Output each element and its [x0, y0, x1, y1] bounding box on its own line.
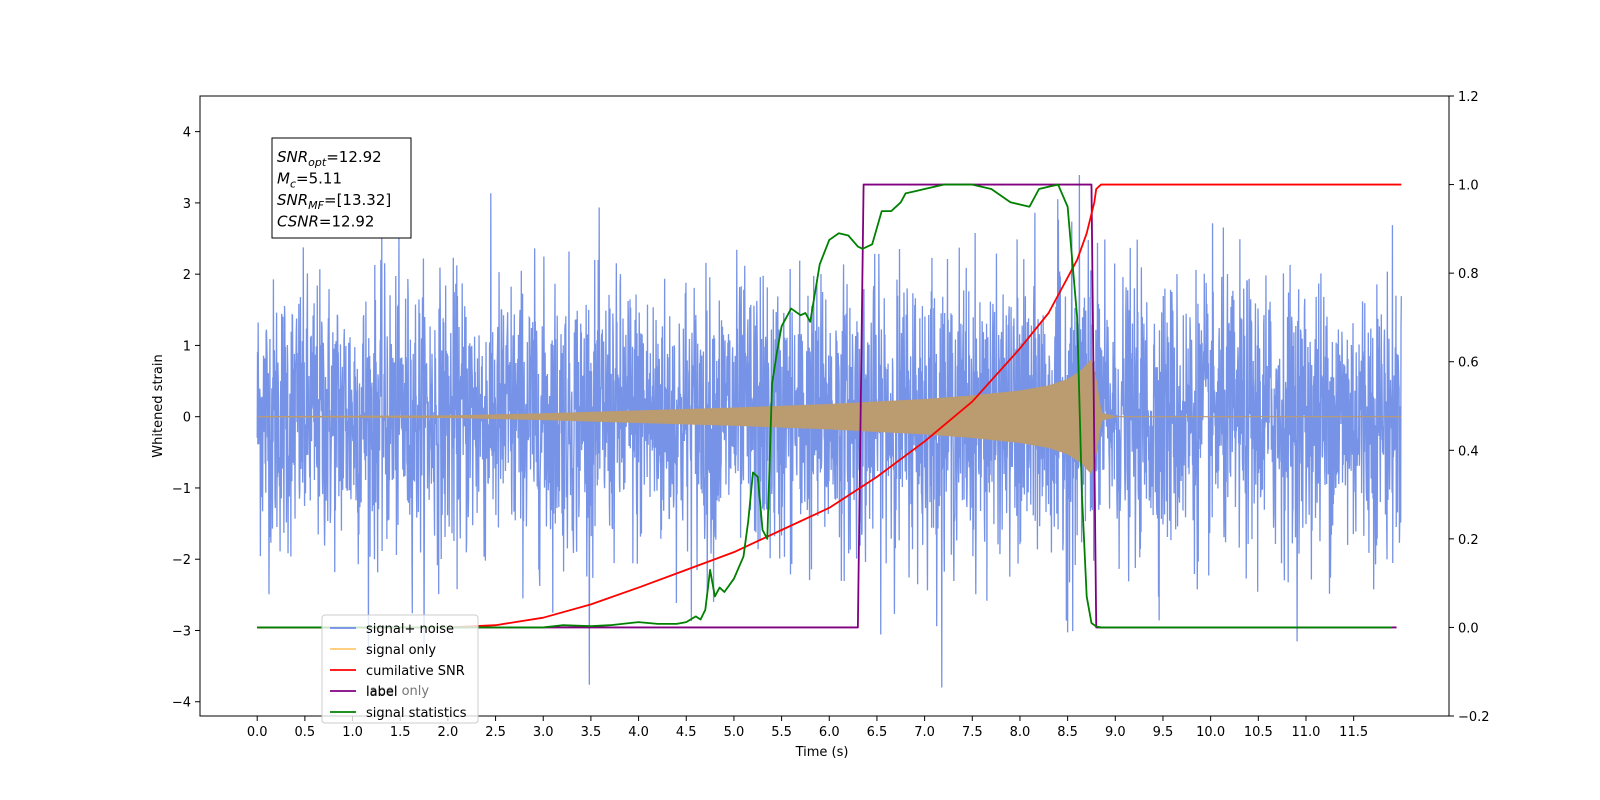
x-axis-ticks: 0.0 0.5 1.0 1.5 2.0 2.5 3.0 3.5 4.0 4.5 5.0 5.5 6.0 6…: [247, 716, 1368, 740]
x-tick-label: 6.5: [867, 725, 888, 740]
legend-label: signal only: [366, 643, 436, 658]
legend: label only signal+ noise signal only cumila…: [321, 614, 479, 724]
x-tick-label: 2.5: [485, 725, 506, 740]
x-tick-label: 11.0: [1292, 725, 1321, 740]
right-axis-series: [257, 183, 1402, 629]
legend-label: signal statistics: [366, 706, 467, 721]
signal-statistics-line: [257, 183, 1392, 629]
x-tick-label: 11.5: [1339, 725, 1368, 740]
plot-frame: [199, 95, 1450, 717]
annotation-frame: [271, 137, 412, 239]
x-tick-label: 0.5: [295, 725, 316, 740]
x-tick-label: 10.5: [1244, 725, 1273, 740]
y-tick-label: 4: [183, 126, 191, 141]
legend-frame: [321, 614, 479, 724]
y-tick-label: 1: [183, 339, 191, 354]
x-tick-label: 9.0: [1105, 725, 1126, 740]
y-axis-ticks: −4 −3 −2 −1 0 1 2 3 4: [172, 126, 200, 711]
x-tick-label: 6.0: [819, 725, 840, 740]
x-tick-label: 8.5: [1057, 725, 1078, 740]
x-tick-label: 7.0: [914, 725, 935, 740]
y2-tick-label: 0.2: [1458, 533, 1479, 548]
signal-noise-line: [256, 174, 1402, 688]
legend-label: label: [366, 685, 397, 700]
legend-background-text: label only: [366, 684, 429, 699]
y2-tick-label: 0.6: [1458, 356, 1479, 371]
x-tick-label: 8.0: [1010, 725, 1031, 740]
y2-tick-label: 1.0: [1458, 179, 1479, 194]
y2-tick-label: 1.2: [1458, 90, 1479, 105]
annotation-line: CSNR=12.92: [277, 213, 374, 231]
x-tick-label: 0.0: [247, 725, 268, 740]
annotation-line: SNRopt=12.92: [277, 148, 382, 169]
y-tick-label: −2: [172, 553, 191, 568]
y2-tick-label: 0.8: [1458, 267, 1479, 282]
y-axis-label: Whitened strain: [151, 354, 166, 457]
x-tick-label: 3.5: [581, 725, 602, 740]
annotation-line: Mc=5.11: [277, 170, 342, 191]
x-tick-label: 5.0: [724, 725, 745, 740]
x-tick-label: 5.5: [771, 725, 792, 740]
x-tick-label: 1.0: [342, 725, 363, 740]
annotation-line: SNRMF=[13.32]: [277, 191, 391, 212]
x-tick-label: 9.5: [1153, 725, 1174, 740]
x-axis-label: Time (s): [795, 745, 849, 760]
legend-label: signal+ noise: [366, 622, 454, 637]
y2-axis-ticks: −0.2 0.0 0.2 0.4 0.6 0.8 1.0 1.2: [1449, 90, 1490, 725]
y-tick-label: −3: [172, 624, 191, 639]
x-tick-label: 7.5: [962, 725, 983, 740]
x-tick-label: 3.0: [533, 725, 554, 740]
annotation-box: SNRopt=12.92Mc=5.11SNRMF=[13.32]CSNR=12.…: [271, 137, 412, 239]
x-tick-label: 10.0: [1196, 725, 1225, 740]
x-tick-label: 4.5: [676, 725, 697, 740]
y-tick-label: −4: [172, 696, 191, 711]
cumulative-snr-line: [257, 183, 1402, 629]
x-tick-label: 1.5: [390, 725, 411, 740]
x-tick-label: 2.0: [438, 725, 459, 740]
y2-tick-label: 0.4: [1458, 444, 1479, 459]
y-tick-label: −1: [172, 482, 191, 497]
legend-label: cumilative SNR: [366, 664, 465, 679]
y2-tick-label: −0.2: [1458, 710, 1490, 725]
y-tick-label: 0: [183, 411, 191, 426]
series-signal-only: [257, 359, 1402, 474]
y2-tick-label: 0.0: [1458, 621, 1479, 636]
y-tick-label: 2: [183, 268, 191, 283]
x-tick-label: 4.0: [628, 725, 649, 740]
signal-only-envelope: [257, 359, 1402, 474]
y-tick-label: 3: [183, 197, 191, 212]
series-signal-noise: [256, 174, 1402, 688]
